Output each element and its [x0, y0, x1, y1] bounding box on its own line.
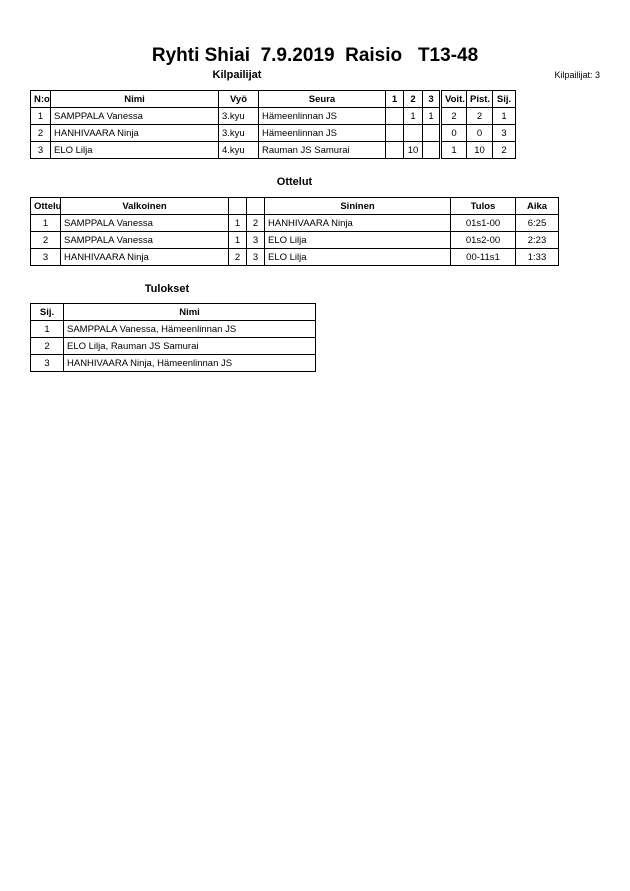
header-cell: Sij. [492, 90, 516, 108]
header-cell: 1 [385, 90, 404, 108]
section-title: Kilpailijat [212, 69, 262, 81]
cell: 3 [246, 248, 265, 266]
header-cell: Valkoinen [60, 197, 229, 215]
cell [385, 141, 404, 159]
cell: 10 [466, 141, 493, 159]
row: 2 HANHIVAARA Ninja 3.kyu Hämeenlinnan JS 0 0 3 [30, 124, 516, 142]
cell: 01s1-00 [450, 214, 516, 232]
cell: 1 [422, 107, 442, 125]
cell [385, 124, 404, 142]
header-cell: 2 [403, 90, 423, 108]
cell: ELO Lilja, Rauman JS Samurai [63, 337, 316, 355]
competitors-table: N:o Nimi Vyö Seura 1 2 3 Voit. Pist. Sij. 1 SAMPPAL… [30, 90, 516, 159]
cell: 3 [30, 141, 51, 159]
cell: HANHIVAARA Ninja, Hämeenlinnan JS [63, 354, 316, 372]
cell: 3.kyu [218, 107, 259, 125]
cell: 1 [440, 141, 467, 159]
count-label: Kilpailijat: 3 [554, 70, 600, 80]
cell: 1:33 [515, 248, 559, 266]
cell [422, 141, 442, 159]
cell: 2 [30, 337, 64, 355]
cell: 2:23 [515, 231, 559, 249]
cell: ELO Lilja [264, 248, 451, 266]
cell: 2 [440, 107, 467, 125]
cell: 1 [30, 214, 61, 232]
cell [403, 124, 423, 142]
header-cell: Pist. [466, 90, 493, 108]
row: 3 HANHIVAARA Ninja, Hämeenlinnan JS [30, 354, 316, 372]
cell: HANHIVAARA Ninja [60, 248, 229, 266]
header-cell: Aika [515, 197, 559, 215]
cell: SAMPPALA Vanessa [60, 231, 229, 249]
cell: HANHIVAARA Ninja [264, 214, 451, 232]
cell: 01s2-00 [450, 231, 516, 249]
cell: 0 [466, 124, 493, 142]
cell: 2 [30, 124, 51, 142]
row: 2 ELO Lilja, Rauman JS Samurai [30, 337, 316, 355]
row: 3 ELO Lilja 4.kyu Rauman JS Samurai 10 1 10 2 [30, 141, 516, 159]
cell: 2 [30, 231, 61, 249]
cell [422, 124, 442, 142]
cell: SAMPPALA Vanessa, Hämeenlinnan JS [63, 320, 316, 338]
header-cell: Nimi [50, 90, 219, 108]
header-cell: Sij. [30, 303, 64, 321]
row: 1 SAMPPALA Vanessa 3.kyu Hämeenlinnan JS 1 1 2… [30, 107, 516, 125]
cell: 2 [246, 214, 265, 232]
header-cell: Tulos [450, 197, 516, 215]
cell: 2 [492, 141, 516, 159]
header-cell: 3 [422, 90, 442, 108]
header-cell: Ottelu [30, 197, 61, 215]
cell [385, 107, 404, 125]
cell: 3 [492, 124, 516, 142]
results-table: Sij. Nimi 1 SAMPPALA Vanessa, Hämeenlinnan … [30, 303, 316, 372]
header-cell: Voit. [440, 90, 467, 108]
cell: 1 [403, 107, 423, 125]
cell: 00-11s1 [450, 248, 516, 266]
header-cell: Sininen [264, 197, 451, 215]
cell: 1 [228, 231, 247, 249]
cell: 1 [492, 107, 516, 125]
header-cell: N:o [30, 90, 51, 108]
cell: Rauman JS Samurai [258, 141, 386, 159]
cell: 10 [403, 141, 423, 159]
section-title: Tulokset [144, 283, 190, 295]
cell: Hämeenlinnan JS [258, 124, 386, 142]
cell: 2 [466, 107, 493, 125]
header-cell [228, 197, 247, 215]
cell: 3 [30, 354, 64, 372]
cell: ELO Lilja [50, 141, 219, 159]
header-cell [246, 197, 265, 215]
header-row: N:o Nimi Vyö Seura 1 2 3 Voit. Pist. Sij. [30, 90, 516, 108]
cell: 0 [440, 124, 467, 142]
cell: Hämeenlinnan JS [258, 107, 386, 125]
page-title: Ryhti Shiai 7.9.2019 Raisio T13-48 [151, 45, 479, 66]
cell: SAMPPALA Vanessa [60, 214, 229, 232]
header-row: Sij. Nimi [30, 303, 316, 321]
cell: 1 [30, 320, 64, 338]
cell: HANHIVAARA Ninja [50, 124, 219, 142]
cell: 3 [30, 248, 61, 266]
cell: SAMPPALA Vanessa [50, 107, 219, 125]
row: 1 SAMPPALA Vanessa, Hämeenlinnan JS [30, 320, 316, 338]
header-cell: Seura [258, 90, 386, 108]
cell: 3.kyu [218, 124, 259, 142]
cell: 6:25 [515, 214, 559, 232]
row: 1 SAMPPALA Vanessa 1 2 HANHIVAARA Ninja 01s1-… [30, 214, 559, 232]
cell: ELO Lilja [264, 231, 451, 249]
header-cell: Nimi [63, 303, 316, 321]
cell: 1 [30, 107, 51, 125]
row: 3 HANHIVAARA Ninja 2 3 ELO Lilja 00-11s1 1:33 [30, 248, 559, 266]
cell: 1 [228, 214, 247, 232]
matches-table: Ottelu Valkoinen Sininen Tulos Aika 1 SAMPPALA… [30, 197, 559, 266]
section-title: Ottelut [276, 176, 313, 188]
header-row: Ottelu Valkoinen Sininen Tulos Aika [30, 197, 559, 215]
row: 2 SAMPPALA Vanessa 1 3 ELO Lilja 01s2-00 2:23 [30, 231, 559, 249]
cell: 3 [246, 231, 265, 249]
cell: 4.kyu [218, 141, 259, 159]
cell: 2 [228, 248, 247, 266]
header-cell: Vyö [218, 90, 259, 108]
